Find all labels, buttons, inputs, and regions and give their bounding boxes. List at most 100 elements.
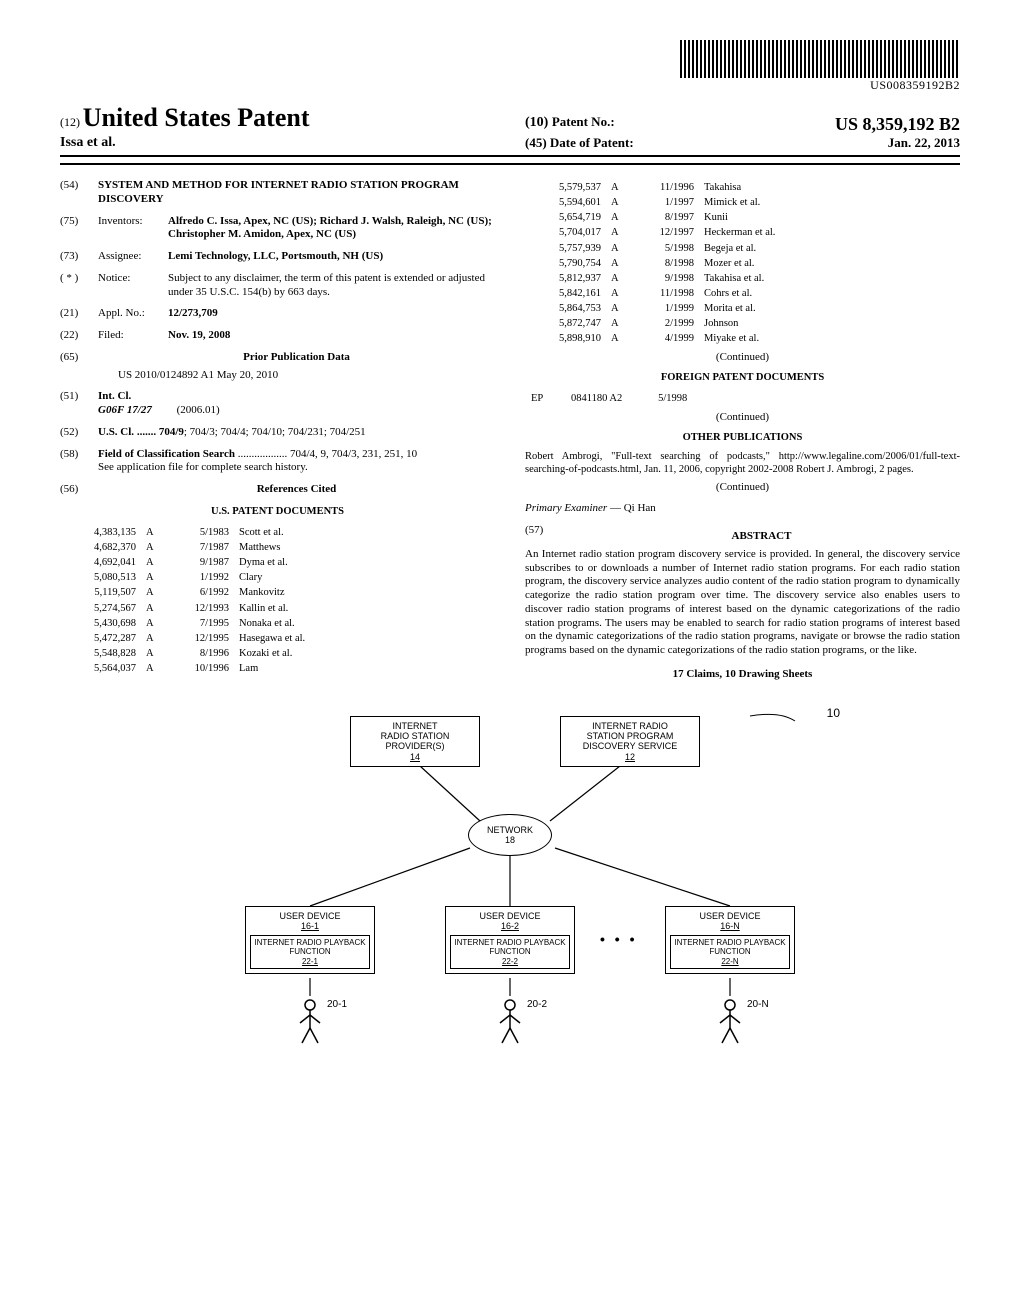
left-column: (54) SYSTEM AND METHOD FOR INTERNET RADI… [60,179,495,682]
claims-line: 17 Claims, 10 Drawing Sheets [525,668,960,682]
uscl-num: (52) [60,426,98,440]
continued-1: (Continued) [525,351,960,365]
patent-no-prefix: (10) [525,115,548,130]
filed-label: Filed: [98,329,168,343]
ref-row: 5,864,753A1/1999Morita et al. [527,302,958,315]
notice-label: Notice: [98,272,168,300]
ref-row: 5,548,828A8/1996Kozaki et al. [62,647,493,660]
assignee-num: (73) [60,250,98,264]
intcl-code: G06F 17/27 [98,404,152,416]
title-num: (54) [60,179,98,207]
ref-row: 5,119,507A6/1992Mankovitz [62,586,493,599]
user-icon [495,998,519,1038]
date-prefix: (45) [525,135,547,150]
ref-row: 5,564,037A10/1996Lam [62,662,493,675]
system-diagram: 10 INTERNET RADIO STATION PROVIDER(S) 14… [190,706,830,1066]
prior-num: (65) [60,351,98,383]
discovery-box: INTERNET RADIO STATION PROGRAM DISCOVERY… [560,716,700,767]
notice-num: ( * ) [60,272,98,300]
foreign-title: FOREIGN PATENT DOCUMENTS [525,371,960,384]
appl-label: Appl. No.: [98,307,168,321]
ref-row: 5,812,937A9/1998Takahisa et al. [527,272,958,285]
user-ref-label: 20-2 [527,999,547,1010]
user-ref-label: 20-N [747,999,769,1010]
ref-row: 5,757,939A5/1998Begeja et al. [527,242,958,255]
barcode-graphic [680,40,960,78]
examiner-value: — Qi Han [610,502,656,514]
assignee-label: Assignee: [98,250,168,264]
ref-row: 4,692,041A9/1987Dyma et al. [62,556,493,569]
user-device-box: USER DEVICE 16-N INTERNET RADIO PLAYBACK… [665,906,795,974]
network-ellipse: NETWORK 18 [468,814,552,856]
authors: Issa et al. [60,135,495,151]
assignee-value: Lemi Technology, LLC, Portsmouth, NH (US… [168,250,495,264]
search-note: See application file for complete search… [98,461,495,475]
intcl-year: (2006.01) [177,404,220,416]
notice-value: Subject to any disclaimer, the term of t… [168,272,495,300]
inventors-label: Inventors: [98,215,168,243]
ref-row: 5,080,513A1/1992Clary [62,571,493,584]
patent-no-value: US 8,359,192 B2 [835,114,960,135]
barcode-number: US008359192B2 [870,78,960,93]
refs-num: (56) [60,483,98,497]
ref-row: 5,704,017A12/1997Heckerman et al. [527,226,958,239]
date-label: Date of Patent: [550,135,634,150]
abstract-title: ABSTRACT [563,530,960,544]
usp-title: United States Patent [83,103,310,132]
ref-row: 5,274,567A12/1993Kallin et al. [62,602,493,615]
other-title: OTHER PUBLICATIONS [525,431,960,444]
body-columns: (54) SYSTEM AND METHOD FOR INTERNET RADI… [60,179,960,682]
user-device-box: USER DEVICE 16-2 INTERNET RADIO PLAYBACK… [445,906,575,974]
foreign-refs-table: EP 0841180 A2 5/1998 [525,390,960,407]
filed-value: Nov. 19, 2008 [168,329,495,343]
appl-num: (21) [60,307,98,321]
ref-row: 4,682,370A7/1987Matthews [62,541,493,554]
us-docs-title: U.S. PATENT DOCUMENTS [60,505,495,518]
user-device-box: USER DEVICE 16-1 INTERNET RADIO PLAYBACK… [245,906,375,974]
search-label: Field of Classification Search [98,448,235,460]
intcl-num: (51) [60,390,98,418]
refs-title: References Cited [98,483,495,497]
foreign-cc: EP [527,392,565,405]
inventors-num: (75) [60,215,98,243]
patent-header: (12) United States Patent Issa et al. (1… [60,103,960,157]
inventors-value: Alfredo C. Issa, Apex, NC (US); Richard … [168,215,495,243]
right-column: 5,579,537A11/1996Takahisa 5,594,601A1/199… [525,179,960,682]
appl-value: 12/273,709 [168,307,495,321]
examiner-row: Primary Examiner — Qi Han [525,502,960,516]
continued-2: (Continued) [525,411,960,425]
ellipsis-dots: • • • [600,931,637,947]
foreign-num: 0841180 A2 [567,392,626,405]
provider-box: INTERNET RADIO STATION PROVIDER(S) 14 [350,716,480,767]
user-icon [715,998,739,1038]
continued-3: (Continued) [525,481,960,495]
us-refs-table-left: 4,383,135A5/1983Scott et al. 4,682,370A7/… [60,524,495,677]
ref-row: 5,430,698A7/1995Nonaka et al. [62,617,493,630]
search-num: (58) [60,448,98,476]
ref-row: 5,594,601A1/1997Mimick et al. [527,196,958,209]
uscl-label: U.S. Cl. [98,426,134,438]
user-icon [295,998,319,1038]
abstract-text: An Internet radio station program discov… [525,548,960,658]
us-refs-table-right: 5,579,537A11/1996Takahisa 5,594,601A1/199… [525,179,960,347]
other-text: Robert Ambrogi, "Full-text searching of … [525,450,960,476]
ref-row: 4,383,135A5/1983Scott et al. [62,526,493,539]
filed-num: (22) [60,329,98,343]
ref-row: 5,790,754A8/1998Mozer et al. [527,257,958,270]
ref-row: 5,842,161A11/1998Cohrs et al. [527,287,958,300]
ref-row: 5,579,537A11/1996Takahisa [527,181,958,194]
ref-10: 10 [827,706,840,720]
ref-row: 5,472,287A12/1995Hasegawa et al. [62,632,493,645]
search-value: .................. 704/4, 9, 704/3, 231,… [238,448,417,460]
prior-title: Prior Publication Data [98,351,495,365]
foreign-date: 5/1998 [628,392,691,405]
invention-title: SYSTEM AND METHOD FOR INTERNET RADIO STA… [98,179,495,207]
abstract-num: (57) [525,524,563,548]
ref-row: 5,898,910A4/1999Miyake et al. [527,332,958,345]
examiner-label: Primary Examiner [525,502,607,514]
barcode-block: US008359192B2 [60,40,960,93]
uscl-value: ....... 704/9; 704/3; 704/4; 704/10; 704… [137,426,366,438]
usp-prefix: (12) [60,115,80,129]
date-value: Jan. 22, 2013 [888,135,960,151]
ref-row: 5,654,719A8/1997Kunii [527,211,958,224]
